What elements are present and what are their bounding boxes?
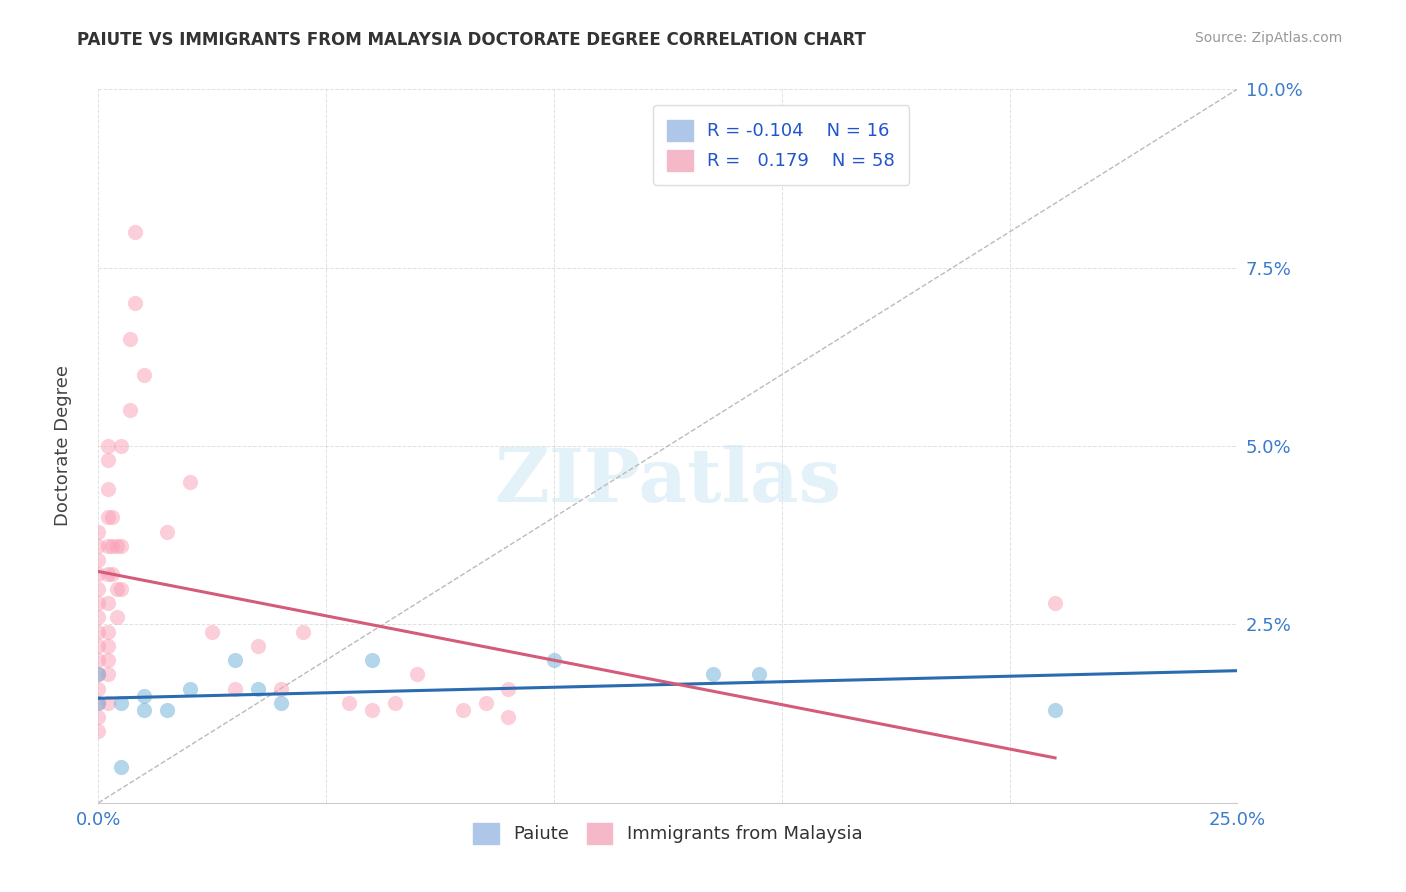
Point bbox=[702, 667, 724, 681]
Point bbox=[498, 710, 520, 724]
Point bbox=[87, 653, 110, 667]
Point bbox=[87, 696, 110, 710]
Point bbox=[96, 639, 118, 653]
Text: ZIPatlas: ZIPatlas bbox=[495, 445, 841, 518]
Point bbox=[96, 439, 118, 453]
Point bbox=[87, 710, 110, 724]
Point bbox=[101, 539, 124, 553]
Text: PAIUTE VS IMMIGRANTS FROM MALAYSIA DOCTORATE DEGREE CORRELATION CHART: PAIUTE VS IMMIGRANTS FROM MALAYSIA DOCTO… bbox=[77, 31, 866, 49]
Point bbox=[96, 567, 118, 582]
Point bbox=[246, 639, 269, 653]
Point bbox=[120, 403, 142, 417]
Point bbox=[498, 681, 520, 696]
Point bbox=[474, 696, 496, 710]
Point bbox=[96, 667, 118, 681]
Point bbox=[1043, 703, 1066, 717]
Point bbox=[110, 582, 132, 596]
Point bbox=[87, 567, 110, 582]
Point bbox=[105, 582, 128, 596]
Point bbox=[543, 653, 565, 667]
Point bbox=[179, 475, 201, 489]
Point bbox=[87, 596, 110, 610]
Point bbox=[384, 696, 406, 710]
Point bbox=[748, 667, 770, 681]
Point bbox=[201, 624, 224, 639]
Point bbox=[110, 439, 132, 453]
Point bbox=[337, 696, 360, 710]
Point bbox=[96, 653, 118, 667]
Point bbox=[156, 524, 179, 539]
Point bbox=[101, 510, 124, 524]
Text: Doctorate Degree: Doctorate Degree bbox=[55, 366, 72, 526]
Point bbox=[87, 610, 110, 624]
Point bbox=[96, 596, 118, 610]
Point bbox=[96, 624, 118, 639]
Point bbox=[96, 539, 118, 553]
Point bbox=[87, 539, 110, 553]
Point bbox=[87, 667, 110, 681]
Point bbox=[87, 696, 110, 710]
Point bbox=[87, 667, 110, 681]
Point bbox=[246, 681, 269, 696]
Point bbox=[224, 681, 246, 696]
Point bbox=[87, 582, 110, 596]
Point bbox=[105, 539, 128, 553]
Point bbox=[270, 696, 292, 710]
Point bbox=[87, 524, 110, 539]
Text: Source: ZipAtlas.com: Source: ZipAtlas.com bbox=[1195, 31, 1343, 45]
Point bbox=[96, 510, 118, 524]
Point bbox=[105, 610, 128, 624]
Point bbox=[87, 624, 110, 639]
Point bbox=[360, 653, 382, 667]
Point bbox=[110, 696, 132, 710]
Point bbox=[132, 703, 155, 717]
Point bbox=[124, 296, 146, 310]
Point bbox=[96, 696, 118, 710]
Point bbox=[1043, 596, 1066, 610]
Point bbox=[124, 225, 146, 239]
Point bbox=[451, 703, 474, 717]
Point bbox=[87, 639, 110, 653]
Point bbox=[110, 539, 132, 553]
Legend: Paiute, Immigrants from Malaysia: Paiute, Immigrants from Malaysia bbox=[467, 815, 869, 851]
Point bbox=[292, 624, 315, 639]
Point bbox=[224, 653, 246, 667]
Point bbox=[101, 567, 124, 582]
Point bbox=[179, 681, 201, 696]
Point bbox=[360, 703, 382, 717]
Point bbox=[156, 703, 179, 717]
Point bbox=[120, 332, 142, 346]
Point bbox=[87, 553, 110, 567]
Point bbox=[96, 482, 118, 496]
Point bbox=[406, 667, 429, 681]
Point bbox=[270, 681, 292, 696]
Point bbox=[132, 368, 155, 382]
Point bbox=[110, 760, 132, 774]
Point bbox=[87, 724, 110, 739]
Point bbox=[96, 453, 118, 467]
Point bbox=[132, 689, 155, 703]
Point bbox=[87, 681, 110, 696]
